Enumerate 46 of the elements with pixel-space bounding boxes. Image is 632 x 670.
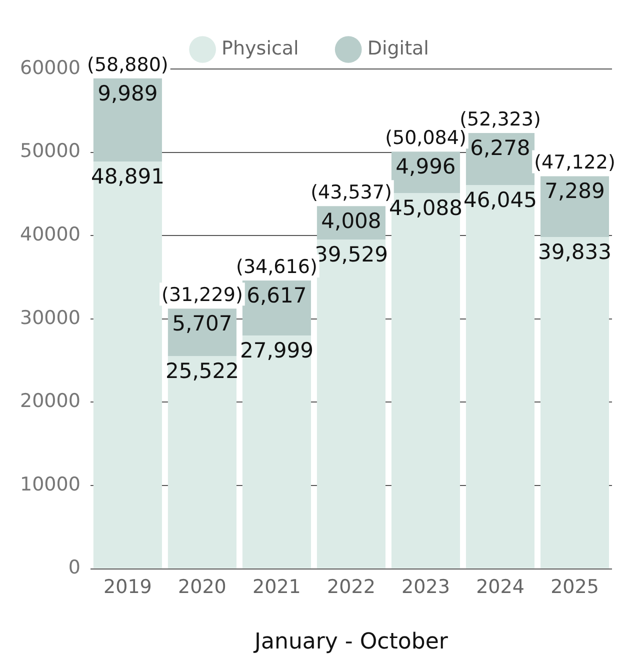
legend-label: Digital [367, 37, 429, 60]
bar [391, 193, 460, 568]
data-label: 46,045 [463, 188, 537, 212]
bar [316, 240, 386, 568]
x-tick-label: 2019 [104, 576, 152, 598]
total-label: (47,122) [534, 152, 616, 174]
x-tick-label: 2024 [476, 576, 524, 598]
data-label: 39,833 [538, 240, 612, 264]
data-label: 48,891 [90, 164, 164, 188]
y-tick-label: 30000 [20, 306, 80, 329]
data-label: 6,278 [470, 136, 530, 160]
bar [168, 356, 236, 568]
y-tick-label: 40000 [20, 224, 80, 246]
total-label: (50,084) [385, 127, 466, 150]
data-label: 9,989 [98, 81, 158, 106]
data-label: 4,996 [396, 154, 456, 179]
total-label: (43,537) [310, 182, 392, 204]
data-label: 6,617 [246, 283, 307, 308]
bar [93, 162, 162, 568]
bar [540, 236, 610, 568]
x-tick-label: 2020 [178, 576, 226, 598]
data-label: 25,522 [165, 359, 239, 384]
total-label: (34,616) [236, 256, 318, 278]
x-tick-label: 2021 [252, 576, 301, 598]
data-label: 5,707 [172, 312, 232, 336]
total-label: (31,229) [162, 284, 243, 306]
x-tick-label: 2023 [402, 576, 450, 598]
bar [93, 78, 162, 162]
y-tick-label: 20000 [20, 390, 80, 412]
data-label: 4,008 [321, 209, 382, 234]
y-tick-label: 50000 [20, 140, 80, 162]
bar [540, 176, 610, 237]
total-label: (52,323) [460, 108, 541, 130]
x-tick-label: 2022 [327, 576, 376, 598]
y-tick-label: 10000 [20, 473, 80, 496]
x-tick-label: 2025 [550, 576, 599, 598]
bar [466, 185, 535, 568]
bar [242, 336, 311, 568]
y-tick-label: 0 [68, 556, 80, 579]
data-label: 27,999 [240, 338, 314, 363]
legend-label: Physical [222, 37, 299, 60]
total-label: (58,880) [87, 54, 168, 76]
data-label: 7,289 [544, 179, 605, 204]
x-axis-title: January - October [252, 630, 449, 655]
bar [168, 308, 236, 356]
y-tick-label: 60000 [20, 56, 80, 79]
